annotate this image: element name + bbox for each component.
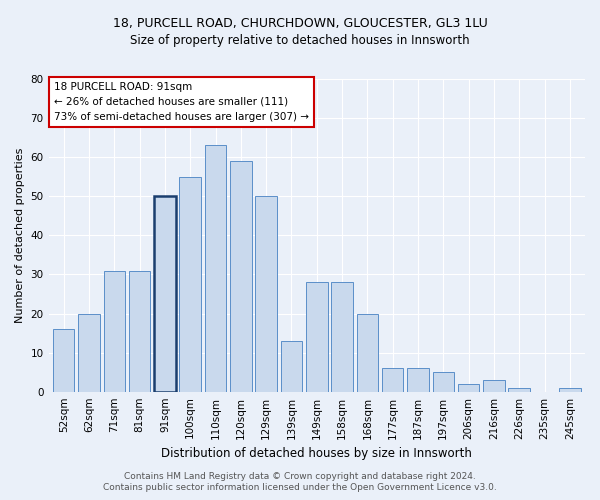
Bar	[78, 314, 100, 392]
Bar	[230, 161, 251, 392]
Bar	[331, 282, 353, 392]
Text: Contains HM Land Registry data © Crown copyright and database right 2024.
Contai: Contains HM Land Registry data © Crown c…	[103, 472, 497, 492]
Bar	[104, 270, 125, 392]
Bar	[433, 372, 454, 392]
Bar	[154, 196, 176, 392]
Bar	[129, 270, 151, 392]
Y-axis label: Number of detached properties: Number of detached properties	[15, 148, 25, 323]
Bar	[53, 329, 74, 392]
Bar	[306, 282, 328, 392]
Bar	[458, 384, 479, 392]
Bar	[483, 380, 505, 392]
Bar	[179, 176, 201, 392]
Bar	[382, 368, 403, 392]
Bar	[508, 388, 530, 392]
Text: Size of property relative to detached houses in Innsworth: Size of property relative to detached ho…	[130, 34, 470, 47]
Text: 18, PURCELL ROAD, CHURCHDOWN, GLOUCESTER, GL3 1LU: 18, PURCELL ROAD, CHURCHDOWN, GLOUCESTER…	[113, 18, 487, 30]
Bar	[559, 388, 581, 392]
Bar	[356, 314, 378, 392]
Bar	[281, 341, 302, 392]
X-axis label: Distribution of detached houses by size in Innsworth: Distribution of detached houses by size …	[161, 447, 472, 460]
Bar	[407, 368, 429, 392]
Bar	[205, 146, 226, 392]
Bar	[256, 196, 277, 392]
Text: 18 PURCELL ROAD: 91sqm
← 26% of detached houses are smaller (111)
73% of semi-de: 18 PURCELL ROAD: 91sqm ← 26% of detached…	[54, 82, 309, 122]
